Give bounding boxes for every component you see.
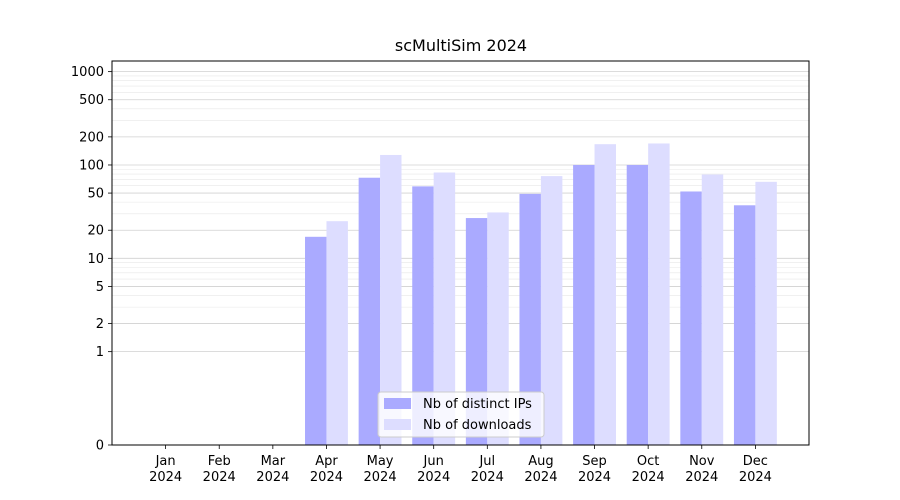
bar-downloads <box>326 221 348 445</box>
y-tick-label: 1000 <box>71 65 104 80</box>
plot-frame <box>111 60 810 446</box>
bar-downloads <box>433 172 456 446</box>
bar-downloads <box>487 212 509 445</box>
bars <box>305 143 777 446</box>
bar-distinct-ips <box>465 218 488 445</box>
bar-distinct-ips <box>573 164 595 446</box>
bar-distinct-ips <box>519 193 541 445</box>
x-tick-label: Nov 2024 <box>685 454 718 485</box>
bar-downloads <box>701 174 724 446</box>
bar-distinct-ips <box>305 236 327 445</box>
x-tick-label: Apr 2024 <box>310 454 343 485</box>
legend-label-distinct-ips: Nb of distinct IPs <box>423 397 532 412</box>
bar-downloads <box>380 154 402 445</box>
x-tick-label: Oct 2024 <box>632 454 665 485</box>
bar-distinct-ips <box>626 164 649 446</box>
y-tick-label: 2 <box>96 317 104 332</box>
bar-distinct-ips <box>733 205 756 445</box>
y-tick-label: 50 <box>87 187 104 202</box>
y-tick-label: 0 <box>96 439 104 454</box>
x-tick-label: Jan 2024 <box>149 454 182 485</box>
bar-downloads <box>540 176 563 445</box>
bar-distinct-ips <box>412 186 434 445</box>
bar-downloads <box>594 144 616 445</box>
y-tick-label: 20 <box>87 224 104 239</box>
x-tick-label: May 2024 <box>364 454 397 485</box>
bar-distinct-ips <box>358 177 381 445</box>
x-tick-label: Aug 2024 <box>524 454 557 485</box>
y-axis: 0 1 2 5 10 20 50 100 200 500 1000 <box>71 65 112 454</box>
x-axis: Jan 2024 Feb 2024 Mar 2024 Apr 2024 May 2024 Jun 20… <box>149 445 772 485</box>
x-tick-label: Dec 2024 <box>739 454 772 485</box>
x-tick-label: Sep 2024 <box>578 454 611 485</box>
y-tick-label: 500 <box>79 93 104 108</box>
legend-swatch-downloads <box>384 419 411 430</box>
x-tick-label: Jun 2024 <box>417 454 450 485</box>
legend: Nb of distinct IPs Nb of downloads <box>377 391 545 438</box>
x-tick-label: Jul 2024 <box>471 454 504 485</box>
x-tick-label: Feb 2024 <box>203 454 236 485</box>
chart-title: scMultiSim 2024 <box>395 36 527 55</box>
legend-label-downloads: Nb of downloads <box>423 418 532 433</box>
y-tick-label: 100 <box>79 158 104 173</box>
x-tick-label: Mar 2024 <box>256 454 289 485</box>
bar-distinct-ips <box>680 191 702 445</box>
bar-downloads <box>755 181 777 445</box>
y-tick-label: 5 <box>96 280 104 295</box>
y-tick-label: 1 <box>96 345 104 360</box>
y-tick-label: 10 <box>87 252 104 267</box>
legend-swatch-distinct-ips <box>384 398 411 409</box>
y-tick-label: 200 <box>79 130 104 145</box>
bar-downloads <box>648 143 670 445</box>
legend-box <box>377 391 545 438</box>
